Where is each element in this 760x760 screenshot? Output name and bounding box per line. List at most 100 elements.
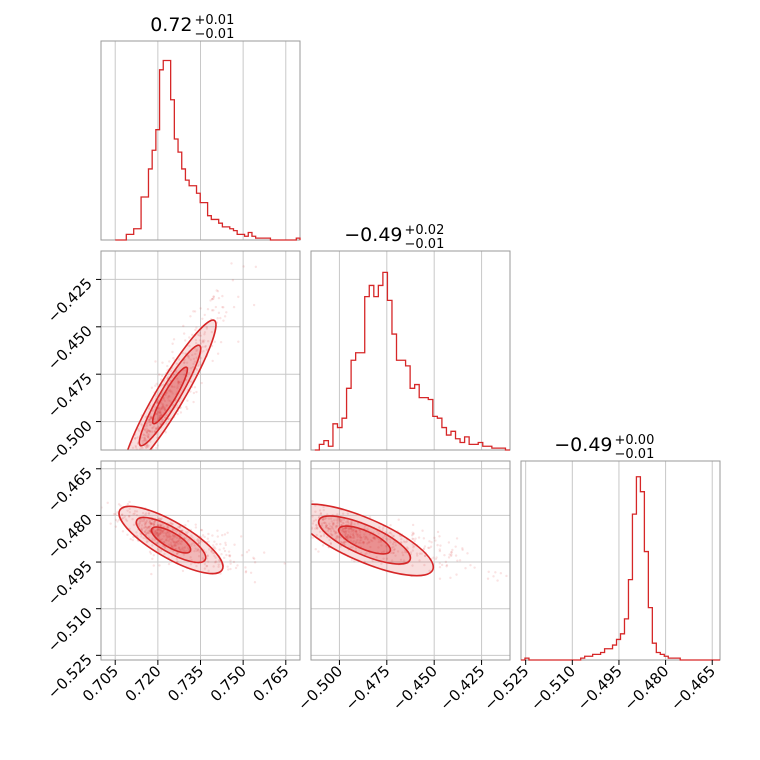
sample-point xyxy=(157,529,161,532)
sample-point xyxy=(455,537,459,540)
sample-point xyxy=(281,523,283,525)
density-contour-2 xyxy=(135,516,207,564)
sample-point xyxy=(438,577,442,580)
sample-point xyxy=(388,531,391,534)
scatter-panel-1-2 xyxy=(100,250,301,483)
sample-point xyxy=(421,529,424,532)
sample-point xyxy=(322,505,325,509)
sample-point xyxy=(166,535,169,538)
sample-point xyxy=(321,518,325,521)
sample-point xyxy=(117,503,121,506)
sample-point xyxy=(163,541,166,544)
sample-point xyxy=(148,550,152,554)
sample-point xyxy=(343,541,346,544)
sample-point xyxy=(220,553,223,556)
sample-point xyxy=(405,546,409,549)
sample-point xyxy=(128,507,131,511)
sample-point xyxy=(158,373,161,376)
sample-point xyxy=(155,395,158,398)
sample-point xyxy=(438,565,442,569)
sample-point xyxy=(315,533,318,537)
sample-point xyxy=(145,527,149,530)
sample-point xyxy=(166,396,170,399)
sample-point xyxy=(171,385,174,389)
sample-point xyxy=(148,521,151,524)
sample-point xyxy=(143,433,146,437)
sample-point xyxy=(171,533,175,537)
sample-point xyxy=(141,519,144,523)
sample-point xyxy=(389,551,393,555)
sample-point xyxy=(167,562,171,566)
sample-point xyxy=(201,345,204,349)
sample-point xyxy=(177,358,181,361)
sample-point xyxy=(164,533,168,536)
sample-point xyxy=(363,533,366,536)
sample-point xyxy=(147,512,151,516)
sample-point xyxy=(152,409,155,412)
sample-point xyxy=(430,541,433,544)
sample-point xyxy=(304,508,306,510)
sample-point xyxy=(121,513,124,516)
sample-point xyxy=(326,536,329,539)
sample-point xyxy=(156,548,160,551)
sample-point xyxy=(335,537,338,540)
sample-point xyxy=(344,526,347,530)
sample-point xyxy=(347,529,350,532)
sample-point xyxy=(428,569,431,572)
sample-point xyxy=(361,541,365,544)
sample-point xyxy=(223,556,226,560)
sample-point xyxy=(215,543,218,546)
sample-point xyxy=(311,500,314,503)
sample-point xyxy=(234,566,238,570)
sample-point xyxy=(206,307,210,311)
sample-point xyxy=(159,411,162,415)
sample-point xyxy=(186,355,190,358)
sample-point xyxy=(213,554,216,558)
sample-point xyxy=(223,549,227,553)
sample-point xyxy=(330,520,334,523)
sample-point xyxy=(323,517,327,521)
sample-point xyxy=(390,546,394,550)
sample-point xyxy=(438,548,441,551)
sample-point xyxy=(145,427,148,430)
sample-point xyxy=(206,554,209,557)
sample-point xyxy=(178,532,181,535)
sample-point xyxy=(119,504,122,507)
sample-point xyxy=(217,565,220,568)
sample-point xyxy=(293,529,295,531)
sample-point xyxy=(339,520,343,524)
sample-point xyxy=(147,407,151,410)
sample-point xyxy=(149,416,153,419)
sample-point xyxy=(116,511,119,514)
sample-point xyxy=(211,544,215,547)
sample-point xyxy=(354,529,358,533)
sample-point xyxy=(223,315,227,318)
sample-point xyxy=(177,380,181,384)
sample-point xyxy=(197,333,200,336)
sample-point xyxy=(165,422,168,425)
sample-point xyxy=(134,444,137,448)
y-tick-label: −0.500 xyxy=(44,417,96,469)
sample-point xyxy=(121,481,123,483)
sample-point xyxy=(217,563,220,566)
param-title-3: −0.49 +0.00−0.01 xyxy=(554,433,654,462)
sample-point xyxy=(349,539,353,542)
sample-point xyxy=(141,511,145,515)
sample-point xyxy=(385,537,388,540)
sample-point xyxy=(169,369,173,373)
density-contour-1 xyxy=(123,319,217,450)
sample-point xyxy=(332,527,335,531)
sample-point xyxy=(156,524,159,527)
sample-point xyxy=(124,471,126,473)
sample-point xyxy=(322,518,325,521)
sample-point xyxy=(390,533,393,536)
sample-point xyxy=(494,571,497,574)
sample-point xyxy=(176,539,180,543)
sample-point xyxy=(158,532,162,535)
sample-point xyxy=(151,544,154,547)
sample-point xyxy=(273,522,275,524)
title-upper: +0.02 xyxy=(405,223,445,238)
sample-point xyxy=(307,519,309,521)
sample-point xyxy=(328,522,331,525)
sample-point xyxy=(189,367,193,370)
